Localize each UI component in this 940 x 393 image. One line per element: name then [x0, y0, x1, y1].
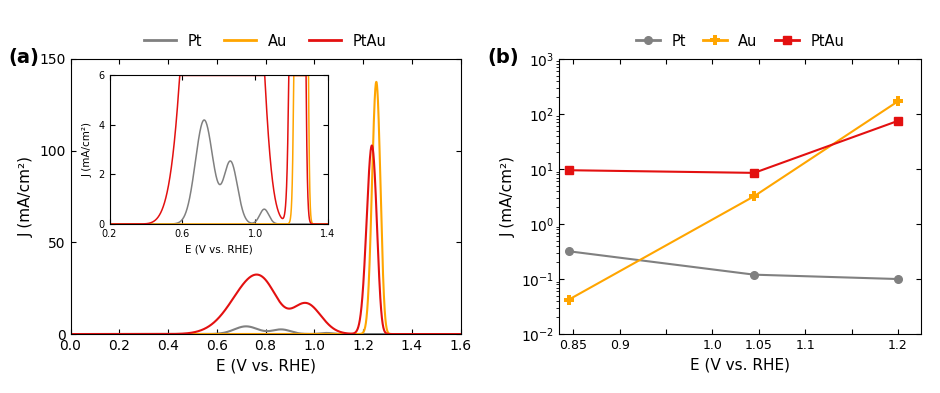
Text: (b): (b)	[487, 48, 519, 67]
X-axis label: E (V vs. RHE): E (V vs. RHE)	[215, 358, 316, 373]
Legend: Pt, Au, PtAu: Pt, Au, PtAu	[138, 28, 393, 54]
Text: (a): (a)	[8, 48, 39, 67]
Legend: Pt, Au, PtAu: Pt, Au, PtAu	[631, 28, 850, 54]
Y-axis label: J (mA/cm²): J (mA/cm²)	[501, 156, 516, 237]
Y-axis label: J (mA/cm²): J (mA/cm²)	[19, 156, 34, 237]
X-axis label: E (V vs. RHE): E (V vs. RHE)	[690, 358, 791, 373]
